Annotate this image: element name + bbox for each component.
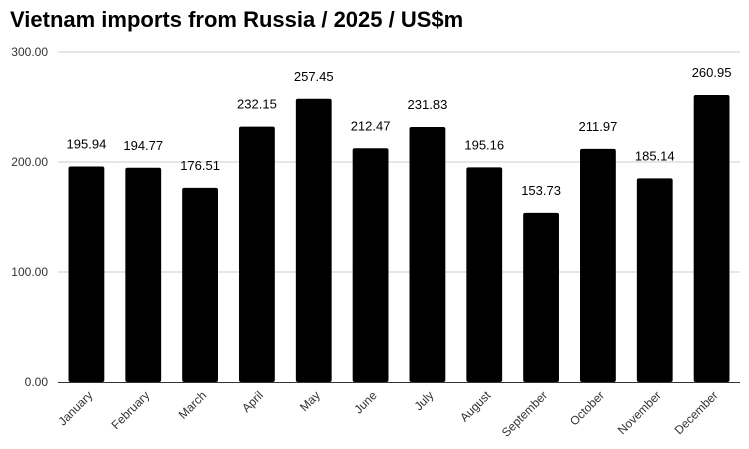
x-tick-labels: January February March April May June July Augu…: [55, 388, 720, 440]
bar: [239, 126, 275, 382]
bars: [68, 94, 730, 383]
bar: [580, 148, 616, 382]
y-tick-label: 100.00: [11, 265, 48, 279]
data-label: 195.16: [464, 137, 504, 152]
x-tick-label: September: [499, 388, 550, 439]
bar: [409, 126, 446, 382]
data-label: 257.45: [294, 69, 334, 84]
x-tick-label: November: [615, 388, 664, 437]
data-label: 212.47: [351, 118, 391, 133]
x-tick-label: June: [351, 388, 380, 417]
data-label: 231.83: [408, 97, 448, 112]
bar: [523, 212, 559, 382]
y-tick-labels: 0.00 100.00 200.00 300.00: [11, 45, 48, 389]
data-label: 153.73: [521, 183, 561, 198]
data-labels: 195.94 194.77 176.51 232.15 257.45 212.47 231.…: [67, 65, 732, 198]
x-tick-label: February: [109, 388, 153, 432]
bar: [352, 148, 389, 382]
x-tick-label: April: [239, 388, 266, 415]
bar: [693, 94, 730, 382]
chart-title: Vietnam imports from Russia / 2025 / US$…: [10, 7, 464, 32]
y-tick-label: 200.00: [11, 155, 48, 169]
y-tick-label: 300.00: [11, 45, 48, 59]
data-label: 232.15: [237, 97, 277, 112]
data-label: 176.51: [180, 158, 220, 173]
data-label: 260.95: [692, 65, 732, 80]
x-tick-label: August: [457, 388, 494, 425]
bar: [466, 167, 503, 382]
x-tick-label: December: [672, 388, 721, 437]
data-label: 195.94: [67, 136, 107, 151]
bar: [182, 187, 218, 382]
x-tick-label: March: [176, 388, 209, 421]
y-tick-label: 0.00: [25, 375, 49, 389]
x-tick-label: May: [297, 388, 323, 414]
data-label: 194.77: [123, 138, 163, 153]
bar: [68, 166, 105, 382]
data-label: 211.97: [579, 119, 618, 134]
bar: [125, 167, 162, 382]
gridlines: [58, 51, 740, 273]
x-tick-label: October: [567, 388, 607, 428]
data-label: 185.14: [635, 148, 675, 163]
bar: [636, 178, 673, 382]
x-tick-label: July: [412, 388, 437, 413]
x-tick-label: January: [55, 388, 95, 428]
bar: [295, 98, 332, 383]
